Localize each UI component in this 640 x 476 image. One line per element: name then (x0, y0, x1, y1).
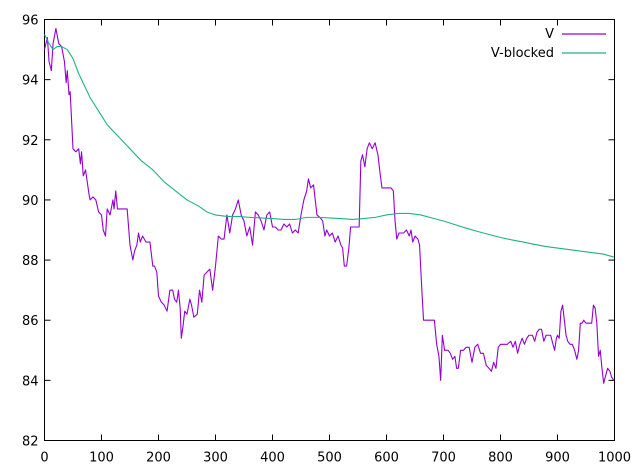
x-tick-label: 900 (545, 451, 570, 466)
legend-label-v: V (545, 27, 554, 42)
y-tick-label: 86 (22, 314, 39, 329)
y-tick-label: 84 (22, 374, 39, 389)
legend: V V-blocked (491, 27, 606, 61)
x-tick-label: 100 (89, 451, 114, 466)
y-tick-label: 96 (22, 14, 39, 29)
plot-frame (44, 19, 615, 441)
x-tick-label: 1000 (598, 451, 631, 466)
x-tick-label: 0 (40, 451, 48, 466)
y-tick-label: 88 (22, 254, 39, 269)
y-tick-label: 90 (22, 194, 39, 209)
y-tick-label: 92 (22, 134, 39, 149)
legend-label-v-blocked: V-blocked (491, 46, 554, 61)
x-tick-label: 700 (431, 451, 456, 466)
series-v-blocked-line (44, 34, 615, 258)
x-tick-label: 400 (260, 451, 285, 466)
x-tick-label: 200 (146, 451, 171, 466)
x-tick-label: 800 (488, 451, 513, 466)
x-tick-label: 300 (203, 451, 228, 466)
axis-ticks: 0 100 200 300 400 500 600 700 800 900 1000 82 84 86 88… (22, 14, 631, 466)
y-tick-label: 94 (22, 74, 39, 89)
series-group (43, 27, 615, 384)
y-tick-label: 82 (22, 435, 39, 450)
x-tick-label: 500 (317, 451, 342, 466)
series-v-line (43, 27, 615, 384)
x-tick-label: 600 (374, 451, 399, 466)
